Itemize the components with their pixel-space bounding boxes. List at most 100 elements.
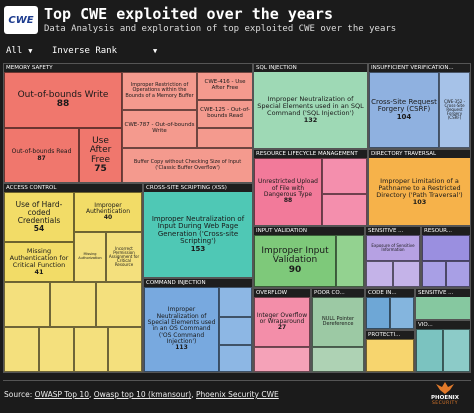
tile-small[interactable]: [4, 282, 50, 327]
tile-use-after-free[interactable]: Use After Free 75: [79, 128, 122, 182]
section-resource-lifecycle[interactable]: RESOURCE LIFECYCLE MANAGEMENT Unrestrict…: [253, 149, 368, 226]
tile-label: Incorrect Permission Assignment for Crit…: [108, 245, 140, 268]
tile-incorrect-permission[interactable]: Incorrect Permission Assignment for Crit…: [106, 232, 142, 282]
tile-small[interactable]: [254, 347, 310, 372]
tile-small[interactable]: [322, 158, 367, 194]
rank-dropdown[interactable]: Inverse Rank ▼: [52, 46, 157, 56]
tile-small[interactable]: [74, 327, 108, 372]
tile-small[interactable]: [366, 297, 390, 329]
tile-small[interactable]: [312, 347, 364, 372]
tile-label: CWE-352 - Cross-Site Request Forgery (CS…: [443, 98, 466, 121]
page-subtitle: Data Analysis and exploration of top exp…: [44, 24, 397, 34]
tile-cross-site-scripting[interactable]: Improper Neutralization of Input During …: [144, 192, 252, 277]
section-resource[interactable]: RESOUR...: [421, 226, 471, 288]
footer: Source: OWASP Top 10, Owasp top 10 (kman…: [0, 378, 474, 413]
tile-small[interactable]: [446, 261, 470, 287]
tile-small[interactable]: [366, 339, 414, 372]
tile-value: 27: [277, 324, 287, 332]
tile-small[interactable]: [416, 329, 443, 372]
section-label: MEMORY SAFETY: [4, 64, 252, 72]
source-link-kmansour[interactable]: Owasp top 10 (kmansour): [93, 390, 192, 399]
tile-small[interactable]: [422, 235, 470, 261]
tile-cwe-416[interactable]: CWE-416 - Use After Free: [197, 72, 252, 100]
tile-value: 103: [412, 197, 427, 206]
tile-small[interactable]: [219, 345, 252, 372]
tile-out-of-bounds-write[interactable]: Out-of-bounds Write 88: [4, 72, 122, 128]
tile-small[interactable]: [422, 261, 446, 287]
tile-label: Improper Input Validation: [261, 245, 329, 266]
tile-null-pointer-dereference[interactable]: NULL Pointer Dereference: [312, 297, 364, 347]
tile-missing-authentication[interactable]: Missing Authentication for Critical Func…: [4, 242, 74, 282]
year-dropdown-value: All: [6, 46, 23, 56]
tile-path-traversal[interactable]: Improper Limitation of a Pathname to a R…: [369, 158, 470, 225]
tile-exposure-sensitive-information[interactable]: Exposure of Sensitive Information: [366, 235, 420, 261]
tile-cwe-125[interactable]: CWE-125 - Out-of-bounds Read: [197, 100, 252, 128]
tile-value: 88: [283, 197, 293, 205]
tile-sql-injection[interactable]: Improper Neutralization of Special Eleme…: [254, 72, 367, 148]
section-label: SQL INJECTION: [254, 64, 367, 72]
section-memory-safety[interactable]: MEMORY SAFETY Out-of-bounds Write 88 Out…: [3, 63, 253, 183]
tile-hard-coded-credentials[interactable]: Use of Hard-coded Credentials 54: [4, 192, 74, 242]
tile-small[interactable]: [219, 287, 252, 317]
section-overflow[interactable]: OVERFLOW Integer Overflow or Wraparound …: [253, 288, 311, 373]
tile-improper-input-validation[interactable]: Improper Input Validation 90: [254, 235, 336, 287]
tile-label: Out-of-bounds Write: [17, 89, 109, 100]
section-label: ACCESS CONTROL: [4, 184, 142, 192]
tile-small[interactable]: [390, 297, 414, 329]
chevron-down-icon: ▼: [28, 47, 33, 55]
page-title: Top CWE exploited over the years: [44, 5, 333, 23]
section-sensitive-2[interactable]: SENSITIVE ...: [415, 288, 471, 320]
tile-small[interactable]: [50, 282, 96, 327]
tile-out-of-bounds-read[interactable]: Out-of-bounds Read 87: [4, 128, 79, 182]
year-dropdown[interactable]: All ▼: [6, 46, 32, 56]
source-link-phoenix[interactable]: Phoenix Security CWE: [196, 390, 279, 399]
tile-small[interactable]: [322, 194, 367, 225]
tile-csrf[interactable]: Cross-Site Request Forgery (CSRF) 104: [369, 72, 439, 148]
cwe-logo: CWE: [4, 6, 38, 34]
tile-cwe-787[interactable]: CWE-787 - Out-of-bounds Write: [122, 110, 197, 148]
section-poor-code[interactable]: POOR CO... NULL Pointer Dereference: [311, 288, 365, 373]
tile-label: Cross-Site Request Forgery (CSRF): [371, 97, 437, 114]
tile-small[interactable]: [366, 261, 393, 287]
section-code-injection[interactable]: CODE IN...: [365, 288, 415, 330]
section-xss[interactable]: CROSS-SITE SCRIPTING (XSS) Improper Neut…: [143, 183, 253, 278]
section-label: SENSITIVE ...: [366, 227, 420, 235]
tile-value: 113: [175, 344, 188, 352]
section-insufficient-verification[interactable]: INSUFFICIENT VERIFICATION... Cross-Site …: [368, 63, 471, 149]
section-label: RESOUR...: [422, 227, 470, 235]
tile-integer-overflow[interactable]: Integer Overflow or Wraparound 27: [254, 297, 310, 347]
section-sql-injection[interactable]: SQL INJECTION Improper Neutralization of…: [253, 63, 368, 149]
tile-small[interactable]: [108, 327, 142, 372]
section-label: RESOURCE LIFECYCLE MANAGEMENT: [254, 150, 367, 158]
section-command-injection[interactable]: COMMAND INJECTION Improper Neutralizatio…: [143, 278, 253, 373]
tile-small[interactable]: [393, 261, 420, 287]
tile-small[interactable]: [4, 327, 39, 372]
section-access-control[interactable]: ACCESS CONTROL Use of Hard-coded Credent…: [3, 183, 143, 373]
source-link-owasp[interactable]: OWASP Top 10: [34, 390, 89, 399]
tile-buffer-copy[interactable]: Buffer Copy without Checking Size of Inp…: [122, 148, 252, 182]
tile-unrestricted-upload[interactable]: Unrestricted Upload of File with Dangero…: [254, 158, 322, 225]
filter-bar: All ▼ Inverse Rank ▼: [0, 46, 474, 60]
tile-small[interactable]: [197, 128, 252, 148]
tile-value: 132: [303, 115, 318, 124]
tile-cwe-352[interactable]: CWE-352 - Cross-Site Request Forgery (CS…: [439, 72, 470, 148]
section-vio[interactable]: VIO...: [415, 320, 471, 373]
tile-label: Unrestricted Upload of File with Dangero…: [258, 178, 318, 198]
tile-small[interactable]: [219, 317, 252, 345]
tile-missing-authorization[interactable]: Missing Authorization: [74, 232, 106, 282]
tile-small[interactable]: [96, 282, 142, 327]
section-input-validation[interactable]: INPUT VALIDATION Improper Input Validati…: [253, 226, 365, 288]
tile-small[interactable]: [336, 235, 364, 287]
tile-improper-authentication[interactable]: Improper Authentication 40: [74, 192, 142, 232]
section-protection[interactable]: PROTECTI...: [365, 330, 415, 373]
rank-dropdown-value: Inverse Rank: [52, 46, 118, 56]
tile-small[interactable]: [39, 327, 74, 372]
tile-label: Use of Hard-coded Credentials: [15, 200, 63, 225]
section-directory-traversal[interactable]: DIRECTORY TRAVERSAL Improper Limitation …: [368, 149, 471, 226]
header: CWE Top CWE exploited over the years Dat…: [0, 0, 474, 44]
tile-value: 87: [37, 154, 46, 162]
tile-improper-restriction[interactable]: Improper Restriction of Operations withi…: [122, 72, 197, 110]
tile-small[interactable]: [443, 329, 470, 372]
tile-os-command-injection[interactable]: Improper Neutralization of Special Eleme…: [144, 287, 219, 372]
section-sensitive[interactable]: SENSITIVE ... Exposure of Sensitive Info…: [365, 226, 421, 288]
